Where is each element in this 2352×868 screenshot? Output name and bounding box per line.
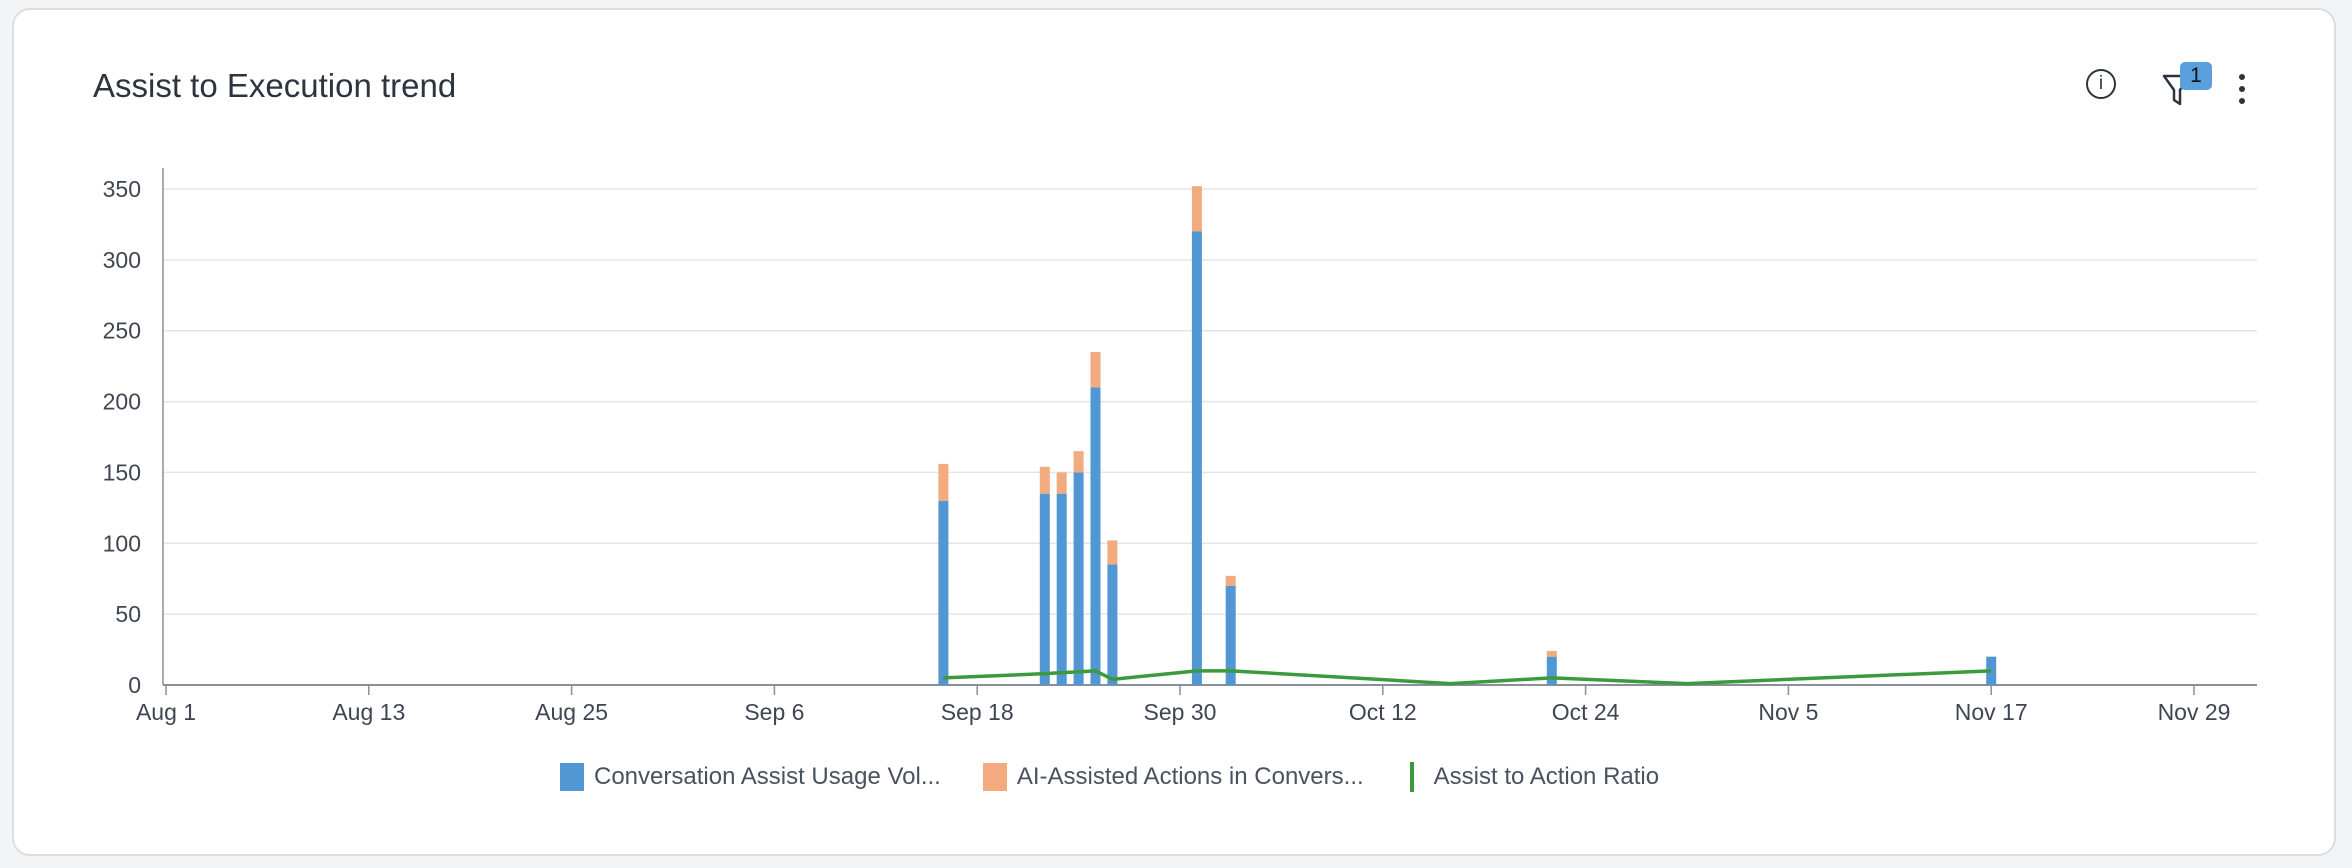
- x-tick-label: Aug 1: [136, 699, 196, 725]
- more-vertical-icon[interactable]: [2236, 74, 2248, 106]
- legend-label-actions: AI-Assisted Actions in Convers...: [1016, 763, 1364, 790]
- bar-actions: [1090, 351, 1101, 388]
- ratio-line: [943, 669, 1992, 686]
- x-tick-label: Oct 12: [1349, 699, 1417, 725]
- x-tick-label: Nov 17: [1955, 699, 2028, 725]
- x-tick-label: Nov 29: [2158, 699, 2231, 725]
- bar-usage: [1225, 585, 1236, 685]
- y-tick-label: 350: [103, 176, 141, 202]
- bar-actions: [1225, 575, 1236, 586]
- bar-usage: [938, 500, 949, 685]
- y-tick-label: 200: [103, 389, 141, 415]
- bar-actions: [1056, 472, 1067, 494]
- bar-usage: [1073, 472, 1084, 685]
- y-tick-label: 150: [103, 459, 141, 485]
- info-icon[interactable]: i: [2086, 69, 2116, 99]
- x-tick-label: Sep 18: [941, 699, 1014, 725]
- legend-swatch-actions: [982, 763, 1007, 791]
- x-tick-label: Oct 24: [1552, 699, 1620, 725]
- x-tick-label: Aug 13: [332, 699, 405, 725]
- legend-label-usage: Conversation Assist Usage Vol...: [594, 763, 941, 790]
- bar-actions: [1191, 186, 1202, 232]
- bar-usage: [1107, 564, 1118, 685]
- y-tick-label: 100: [103, 530, 141, 556]
- legend-item-ratio[interactable]: Assist to Action Ratio: [1406, 762, 1659, 792]
- bar-usage: [1090, 387, 1101, 685]
- chart-legend: Conversation Assist Usage Vol... AI-Assi…: [560, 762, 1701, 792]
- legend-item-actions[interactable]: AI-Assisted Actions in Convers...: [982, 763, 1364, 791]
- bar-actions: [1546, 650, 1557, 657]
- x-tick-label: Sep 6: [744, 699, 804, 725]
- bar-actions: [1073, 451, 1084, 473]
- y-tick-label: 300: [103, 247, 141, 273]
- bar-usage: [1056, 493, 1067, 685]
- legend-label-ratio: Assist to Action Ratio: [1433, 763, 1660, 790]
- bar-actions: [1107, 540, 1118, 565]
- y-tick-label: 50: [115, 601, 141, 627]
- x-tick-label: Aug 25: [535, 699, 608, 725]
- x-tick-label: Sep 30: [1144, 699, 1217, 725]
- legend-swatch-usage: [560, 763, 584, 791]
- filter-button[interactable]: 1: [2160, 62, 2220, 112]
- filter-count-badge: 1: [2180, 62, 2212, 90]
- bar-actions: [1039, 466, 1050, 494]
- legend-item-usage[interactable]: Conversation Assist Usage Vol...: [560, 763, 941, 791]
- x-tick-label: Nov 5: [1758, 699, 1818, 725]
- legend-swatch-ratio: [1409, 762, 1414, 792]
- chart-card: Assist to Execution trend i 1: [12, 8, 2336, 856]
- bar-actions: [938, 463, 949, 501]
- chart-title: Assist to Execution trend: [93, 67, 457, 104]
- bar-usage: [1191, 231, 1202, 685]
- bar-usage: [1039, 493, 1050, 685]
- y-tick-label: 250: [103, 318, 141, 344]
- y-tick-label: 0: [128, 672, 141, 698]
- bar-usage: [1546, 656, 1557, 685]
